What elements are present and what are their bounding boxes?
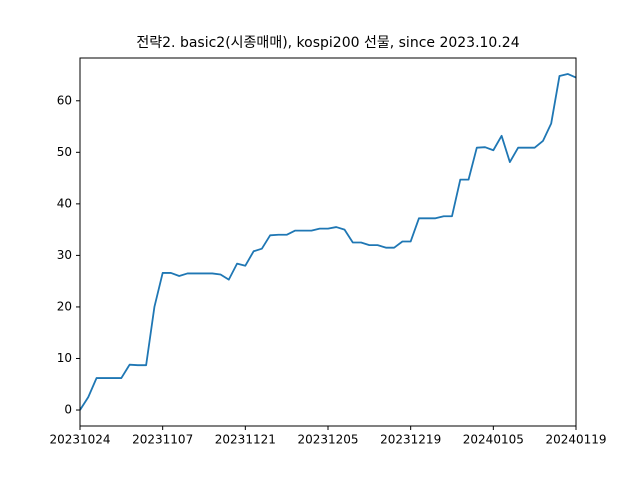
x-tick-label: 20231219 [380, 433, 441, 447]
y-tick-label: 30 [57, 248, 72, 262]
y-tick-label: 50 [57, 145, 72, 159]
y-tick-label: 60 [57, 93, 72, 107]
chart-title: 전략2. basic2(시종매매), kospi200 선물, since 20… [136, 35, 519, 51]
x-tick-label: 20231205 [297, 433, 358, 447]
y-tick-label: 0 [64, 403, 72, 417]
x-tick-label: 20231024 [49, 433, 110, 447]
x-tick-label: 20231107 [132, 433, 193, 447]
x-tick-label: 20231121 [215, 433, 276, 447]
x-tick-label: 20240105 [463, 433, 524, 447]
y-tick-label: 20 [57, 299, 72, 313]
y-tick-label: 10 [57, 351, 72, 365]
x-tick-label: 20240119 [545, 433, 606, 447]
data-line [79, 73, 577, 411]
axes-frame [79, 57, 577, 427]
y-tick-label: 40 [57, 196, 72, 210]
